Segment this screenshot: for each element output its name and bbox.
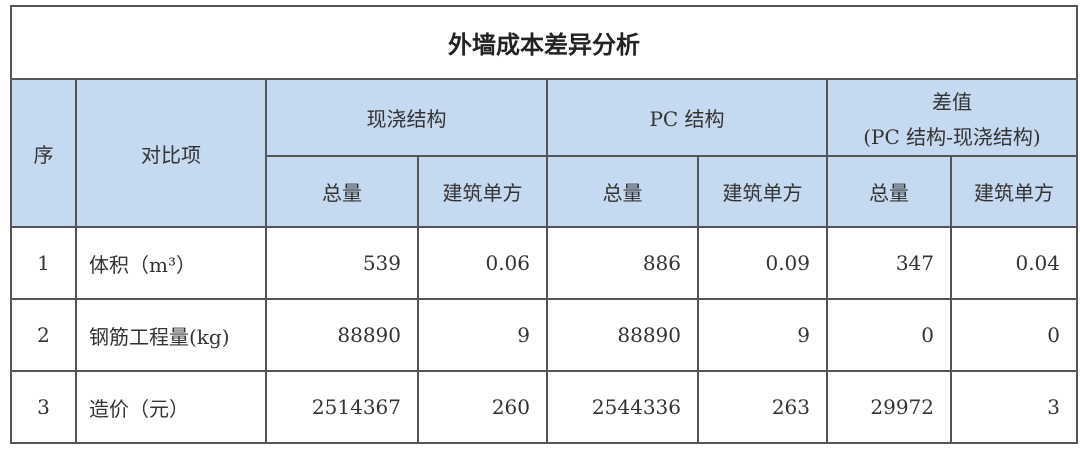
cell-diff-total: 0 [826,298,952,372]
header-diff-unit: 建筑单方 [950,155,1078,228]
table-row: 1 体积（m³） 539 0.06 886 0.09 347 0.04 [10,226,1078,300]
header-diff-label: 差值 [932,89,972,114]
header-cast: 现浇结构 [265,78,548,157]
header-seq: 序 [10,78,77,228]
cell-diff-unit: 3 [950,370,1078,444]
cell-item: 钢筋工程量(kg) [75,298,267,372]
cell-diff-total: 29972 [826,370,952,444]
cell-pc-unit: 263 [697,370,828,444]
cell-pc-unit: 0.09 [697,226,828,300]
header-diff: 差值 (PC 结构-现浇结构) [826,78,1078,157]
cell-pc-unit: 9 [697,298,828,372]
header-diff-sub: (PC 结构-现浇结构) [863,124,1041,149]
header-pc-unit: 建筑单方 [697,155,828,228]
table-row: 3 造价（元） 2514367 260 2544336 263 29972 3 [10,370,1078,444]
cost-analysis-table: 外墙成本差异分析 序 对比项 现浇结构 PC 结构 差值 (PC 结构-现浇结构… [10,5,1078,444]
cell-cast-unit: 260 [417,370,548,444]
cell-item: 体积（m³） [75,226,267,300]
cell-pc-total: 88890 [546,298,699,372]
cell-pc-total: 2544336 [546,370,699,444]
table-row: 2 钢筋工程量(kg) 88890 9 88890 9 0 0 [10,298,1078,372]
cell-seq: 1 [10,226,77,300]
cell-seq: 3 [10,370,77,444]
cell-cast-total: 88890 [265,298,419,372]
header-cast-total: 总量 [265,155,419,228]
cell-cast-total: 539 [265,226,419,300]
table-title: 外墙成本差异分析 [10,5,1078,80]
cell-diff-unit: 0.04 [950,226,1078,300]
header-pc-total: 总量 [546,155,699,228]
header-pc: PC 结构 [546,78,828,157]
header-diff-total: 总量 [826,155,952,228]
cell-pc-total: 886 [546,226,699,300]
cell-seq: 2 [10,298,77,372]
cell-diff-unit: 0 [950,298,1078,372]
cell-diff-total: 347 [826,226,952,300]
cell-cast-unit: 9 [417,298,548,372]
cell-cast-total: 2514367 [265,370,419,444]
header-item: 对比项 [75,78,267,228]
header-cast-unit: 建筑单方 [417,155,548,228]
cell-item: 造价（元） [75,370,267,444]
cell-cast-unit: 0.06 [417,226,548,300]
